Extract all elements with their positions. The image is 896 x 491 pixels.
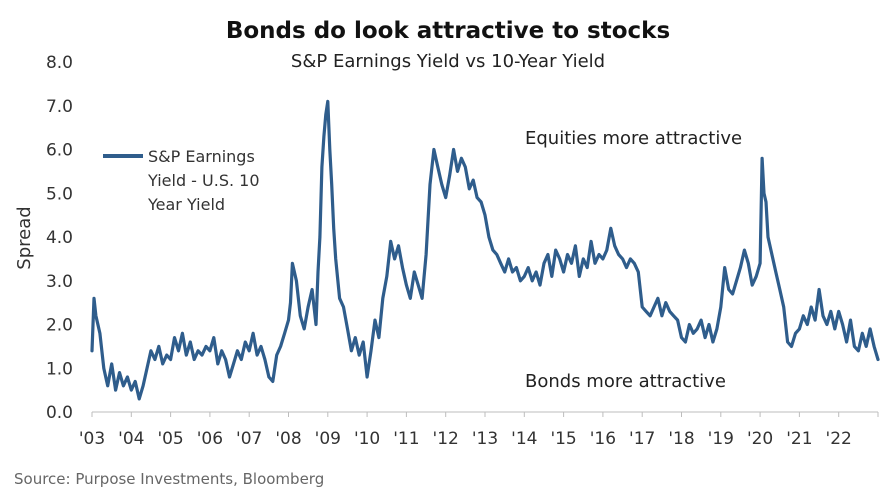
chart-subtitle: S&P Earnings Yield vs 10-Year Yield xyxy=(291,51,605,72)
annotation-bonds: Bonds more attractive xyxy=(525,371,726,392)
x-tick-label: '03 xyxy=(79,429,105,449)
x-axis-ticks: '03 '04 '05 '06 '07 '08 '09 '10 '11 '12 '13 '14 '15 '… xyxy=(79,412,879,449)
x-tick-label: '19 xyxy=(708,429,734,449)
y-tick-label: 4.0 xyxy=(46,228,73,248)
x-tick-label: '15 xyxy=(550,429,576,449)
y-tick-label: 0.0 xyxy=(46,403,73,423)
x-tick-label: '04 xyxy=(118,429,144,449)
legend-label: S&P Earnings Yield - U.S. 10 Year Yield xyxy=(147,147,265,214)
source-note: Source: Purpose Investments, Bloomberg xyxy=(14,470,324,488)
x-tick-label: '06 xyxy=(197,429,223,449)
y-tick-label: 1.0 xyxy=(46,359,73,379)
y-tick-label: 8.0 xyxy=(46,53,73,73)
series-line xyxy=(90,99,880,401)
legend: S&P Earnings Yield - U.S. 10 Year Yield xyxy=(103,147,265,214)
y-axis-label: Spread xyxy=(14,206,35,269)
x-tick-label: '07 xyxy=(236,429,262,449)
x-tick-label: '20 xyxy=(747,429,773,449)
x-tick-label: '05 xyxy=(157,429,183,449)
y-tick-label: 2.0 xyxy=(46,316,73,336)
y-tick-label: 3.0 xyxy=(46,272,73,292)
x-tick-label: '13 xyxy=(472,429,498,449)
x-tick-label: '12 xyxy=(433,429,459,449)
x-tick-label: '18 xyxy=(668,429,694,449)
y-tick-label: 5.0 xyxy=(46,184,73,204)
x-tick-label: '10 xyxy=(354,429,380,449)
x-tick-label: '14 xyxy=(511,429,537,449)
x-tick-label: '21 xyxy=(786,429,812,449)
legend-label-line-3: Year Yield xyxy=(147,195,225,214)
x-tick-label: '22 xyxy=(826,429,852,449)
legend-label-line-2: Yield - U.S. 10 xyxy=(147,171,260,190)
annotation-equities: Equities more attractive xyxy=(525,128,742,149)
y-tick-label: 7.0 xyxy=(46,97,73,117)
x-tick-label: '09 xyxy=(315,429,341,449)
x-tick-label: '16 xyxy=(590,429,616,449)
y-tick-label: 6.0 xyxy=(46,141,73,161)
x-tick-label: '17 xyxy=(629,429,655,449)
chart-title: Bonds do look attractive to stocks xyxy=(226,18,670,44)
y-axis-ticks: 0.0 1.0 2.0 3.0 4.0 5.0 6.0 7.0 8.0 xyxy=(46,53,73,423)
x-tick-label: '08 xyxy=(275,429,301,449)
legend-label-line-1: S&P Earnings xyxy=(148,147,255,166)
x-tick-label: '11 xyxy=(393,429,419,449)
